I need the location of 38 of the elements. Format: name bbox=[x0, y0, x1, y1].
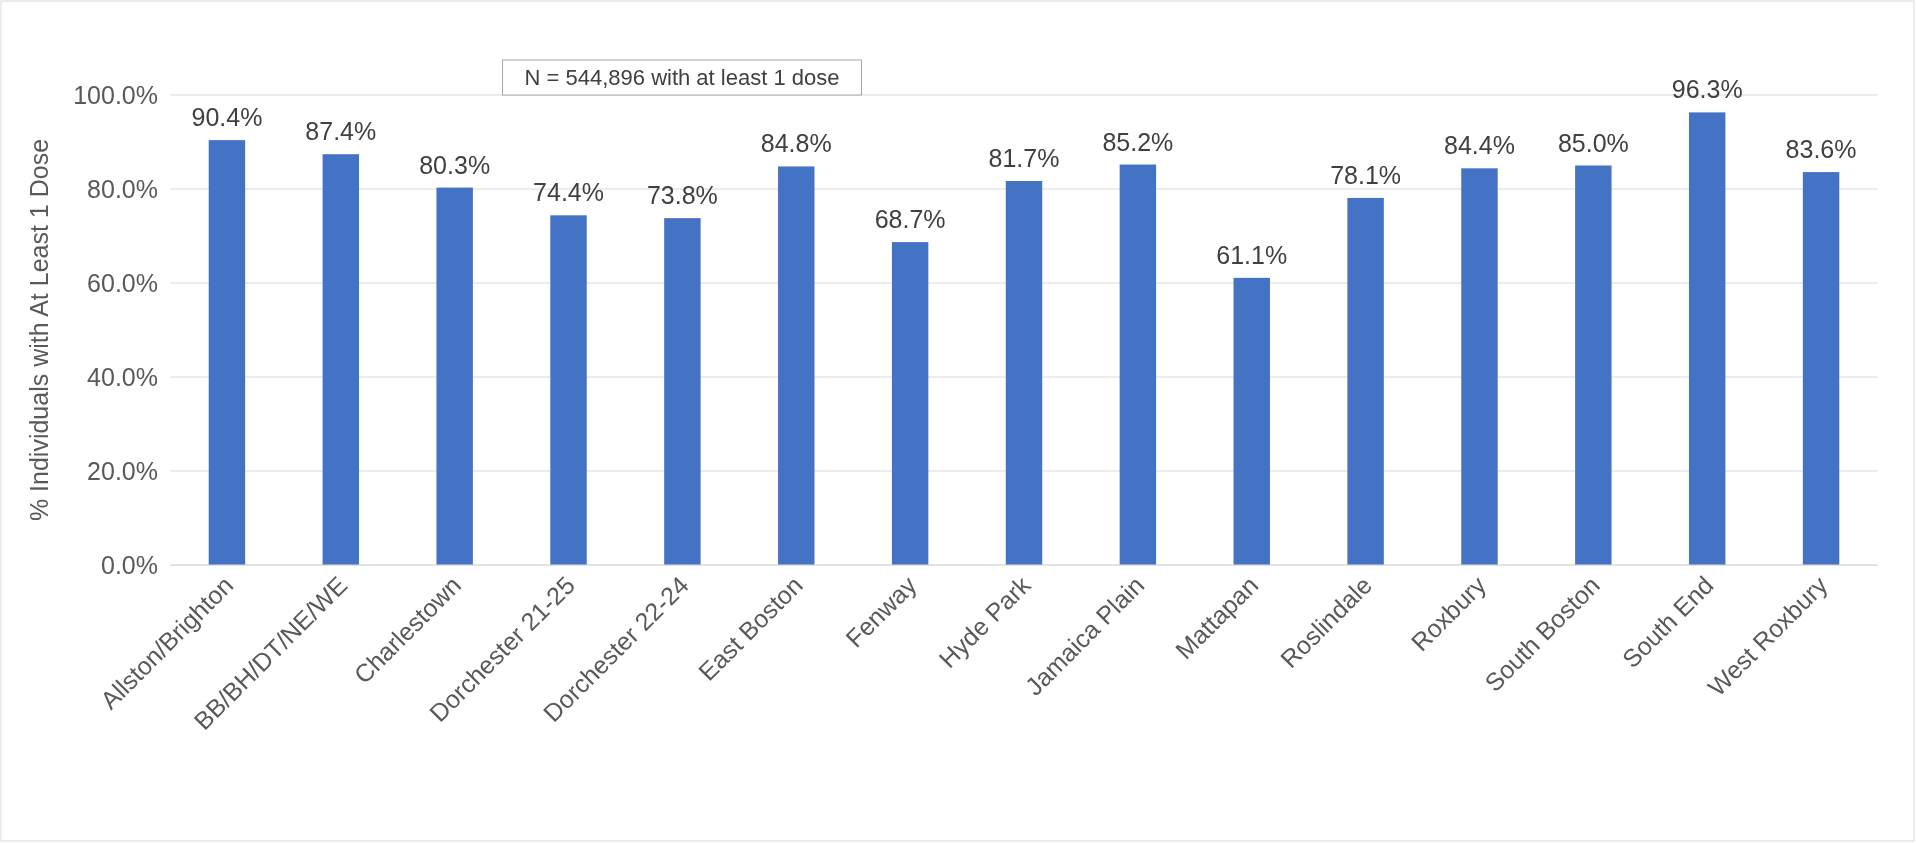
data-label: 83.6% bbox=[1785, 135, 1857, 164]
bar bbox=[1575, 165, 1612, 565]
y-tick-label: 40.0% bbox=[87, 362, 158, 391]
data-label: 96.3% bbox=[1671, 75, 1743, 104]
bar bbox=[1461, 168, 1498, 565]
bar bbox=[1802, 172, 1840, 565]
data-label: 90.4% bbox=[191, 103, 263, 132]
bar bbox=[891, 242, 929, 565]
y-tick-label: 100.0% bbox=[73, 80, 158, 109]
data-label: 84.8% bbox=[760, 129, 832, 158]
bar bbox=[322, 154, 360, 565]
data-label: 78.1% bbox=[1330, 160, 1402, 189]
bar bbox=[1005, 181, 1043, 565]
data-label: 73.8% bbox=[646, 181, 718, 210]
data-label: 81.7% bbox=[988, 144, 1060, 173]
bar bbox=[550, 215, 587, 565]
bar bbox=[436, 187, 473, 565]
bar bbox=[1347, 197, 1384, 565]
bar bbox=[1688, 112, 1726, 565]
data-label: 61.1% bbox=[1216, 240, 1288, 269]
data-label: 74.4% bbox=[533, 178, 604, 207]
bar bbox=[208, 140, 246, 565]
text: N = 544,896 with at least 1 dose bbox=[524, 65, 840, 90]
data-label: 87.4% bbox=[305, 117, 377, 146]
y-tick-label: 60.0% bbox=[87, 268, 158, 297]
data-label: 85.0% bbox=[1557, 128, 1629, 157]
data-label: 68.7% bbox=[874, 205, 946, 234]
y-axis-title: % Individuals with At Least 1 Dose bbox=[25, 138, 53, 522]
bar bbox=[1233, 277, 1270, 565]
bar bbox=[664, 218, 701, 565]
y-tick-label: 0.0% bbox=[101, 550, 158, 579]
data-label: 85.2% bbox=[1102, 127, 1174, 156]
bar bbox=[778, 166, 815, 565]
y-tick-label: 20.0% bbox=[87, 456, 158, 485]
bar bbox=[1119, 164, 1157, 565]
y-tick-label: 80.0% bbox=[87, 174, 158, 203]
data-label: 84.4% bbox=[1444, 131, 1515, 160]
data-label: 80.3% bbox=[419, 150, 491, 179]
